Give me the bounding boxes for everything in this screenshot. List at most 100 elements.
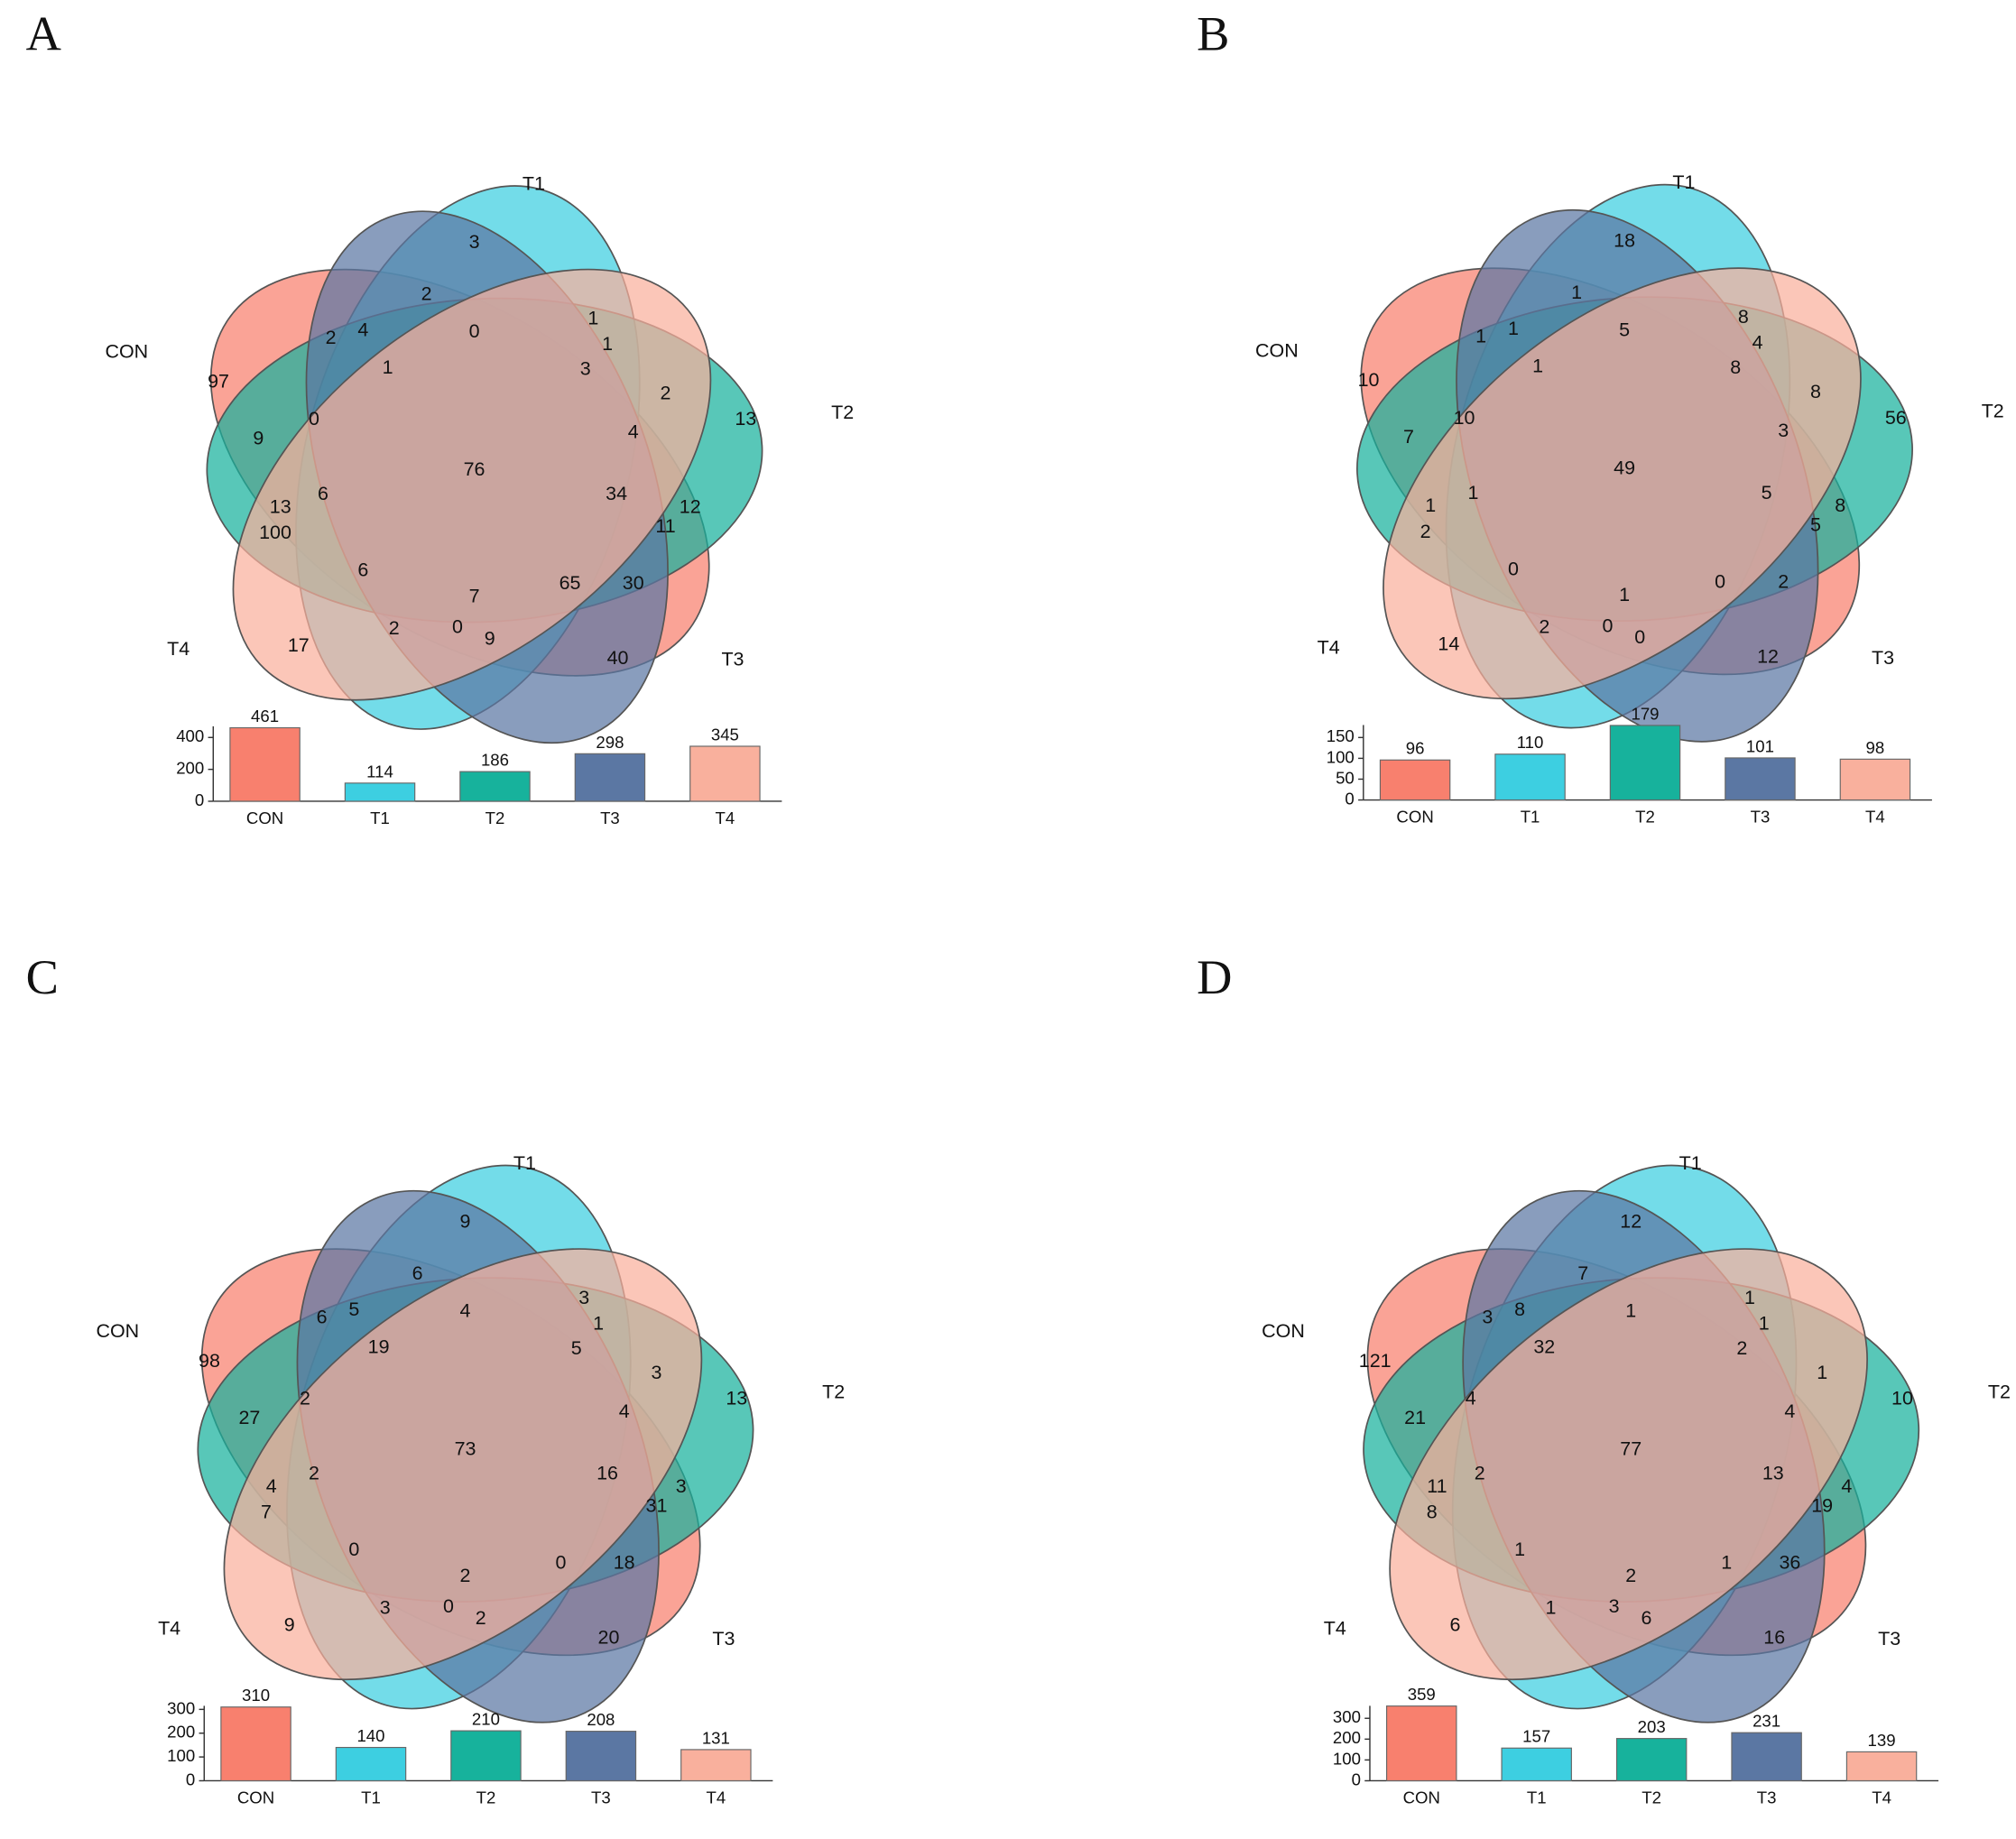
region-count: 9: [284, 1613, 295, 1635]
set-label: T1: [513, 1152, 536, 1174]
region-count: 0: [469, 320, 480, 342]
region-count: 1: [1571, 282, 1582, 303]
x-tick-label: T2: [1641, 1788, 1661, 1807]
region-count: 65: [559, 572, 581, 594]
bar-value-label: 203: [1638, 1717, 1666, 1736]
region-count: 6: [317, 1306, 328, 1327]
set-label: CON: [96, 1320, 139, 1342]
set-label: T1: [1672, 171, 1695, 193]
region-count: 1: [593, 1313, 604, 1335]
region-count: 17: [288, 634, 310, 656]
region-count: 18: [1614, 230, 1635, 252]
region-count: 2: [1420, 521, 1431, 542]
bar: [680, 1749, 752, 1782]
set-label: T1: [1679, 1152, 1702, 1174]
set-label: CON: [105, 341, 148, 363]
bar-value-label: 140: [356, 1726, 384, 1745]
bar: [1494, 753, 1566, 801]
bar-value-label: 114: [366, 762, 393, 781]
region-count: 76: [464, 458, 486, 480]
x-tick-label: T3: [600, 809, 620, 827]
region-count: 2: [661, 383, 671, 404]
bar: [1845, 1751, 1918, 1782]
region-count: 8: [1738, 306, 1749, 328]
region-count: 2: [421, 282, 432, 304]
region-count: 0: [1602, 615, 1613, 636]
set-label: T2: [1982, 401, 2004, 422]
region-count: 2: [460, 1565, 471, 1586]
bar: [1386, 1705, 1457, 1782]
bar: [450, 1730, 522, 1782]
bar: [1615, 1738, 1688, 1782]
region-count: 12: [1620, 1210, 1641, 1232]
region-count: 10: [1454, 407, 1475, 429]
bar-value-label: 345: [711, 725, 739, 744]
bar: [574, 753, 646, 802]
bar: [220, 1706, 291, 1782]
bar: [344, 782, 416, 802]
region-count: 4: [628, 421, 639, 443]
region-count: 97: [208, 371, 229, 393]
region-count: 0: [309, 408, 319, 430]
bar-value-label: 461: [251, 707, 279, 725]
y-tick-label: 200: [167, 1723, 195, 1742]
region-count: 3: [652, 1362, 662, 1383]
region-count: 4: [266, 1475, 277, 1497]
region-count: 40: [607, 647, 629, 669]
x-tick-label: T1: [1521, 808, 1540, 827]
region-count: 27: [238, 1407, 260, 1428]
region-count: 9: [485, 628, 495, 650]
set-label: T3: [721, 649, 744, 670]
region-count: 1: [1545, 1597, 1556, 1619]
region-count: 1: [602, 333, 613, 355]
panel-letter: B: [1197, 7, 1229, 61]
region-count: 98: [199, 1350, 220, 1372]
region-count: 21: [1404, 1407, 1426, 1428]
panel-letter: D: [1197, 950, 1232, 1004]
x-tick-label: T4: [1872, 1788, 1891, 1807]
bar: [1839, 758, 1911, 801]
region-count: 7: [1403, 426, 1414, 448]
set-label: T4: [158, 1618, 180, 1640]
y-tick-label: 0: [1345, 789, 1354, 808]
bar-value-label: 98: [1866, 738, 1885, 757]
set-label: T2: [822, 1382, 845, 1403]
y-tick-label: 0: [195, 790, 204, 809]
region-count: 32: [1533, 1335, 1555, 1357]
region-count: 1: [1514, 1539, 1525, 1560]
region-count: 5: [1619, 319, 1630, 340]
bar: [1379, 759, 1451, 801]
region-count: 19: [1811, 1495, 1833, 1517]
region-count: 6: [1450, 1613, 1461, 1635]
set-ellipse: [223, 1248, 703, 1681]
bar: [229, 726, 301, 802]
region-count: 20: [598, 1627, 620, 1649]
region-count: 49: [1614, 457, 1635, 479]
region-count: 0: [1508, 558, 1519, 579]
region-count: 4: [1784, 1400, 1795, 1422]
bar-value-label: 186: [481, 751, 509, 770]
region-count: 1: [1744, 1287, 1755, 1308]
set-label: T3: [712, 1628, 735, 1650]
region-count: 2: [1736, 1337, 1747, 1359]
region-count: 2: [1778, 571, 1789, 593]
set-label: T2: [831, 402, 854, 423]
x-tick-label: CON: [1396, 808, 1433, 827]
region-count: 36: [1779, 1552, 1800, 1574]
region-count: 7: [1577, 1262, 1588, 1284]
bar-value-label: 231: [1752, 1712, 1780, 1731]
region-count: 3: [469, 231, 480, 253]
y-tick-label: 100: [1333, 1749, 1361, 1768]
region-count: 0: [556, 1552, 567, 1574]
set-label: T2: [1988, 1382, 2011, 1403]
region-count: 3: [380, 1597, 391, 1619]
region-count: 2: [1625, 1565, 1636, 1586]
region-count: 0: [452, 616, 463, 638]
bar: [335, 1746, 407, 1782]
region-count: 6: [1641, 1607, 1651, 1629]
region-count: 4: [357, 319, 368, 340]
region-count: 56: [1885, 407, 1907, 429]
region-count: 73: [455, 1438, 476, 1460]
region-count: 4: [619, 1400, 630, 1422]
